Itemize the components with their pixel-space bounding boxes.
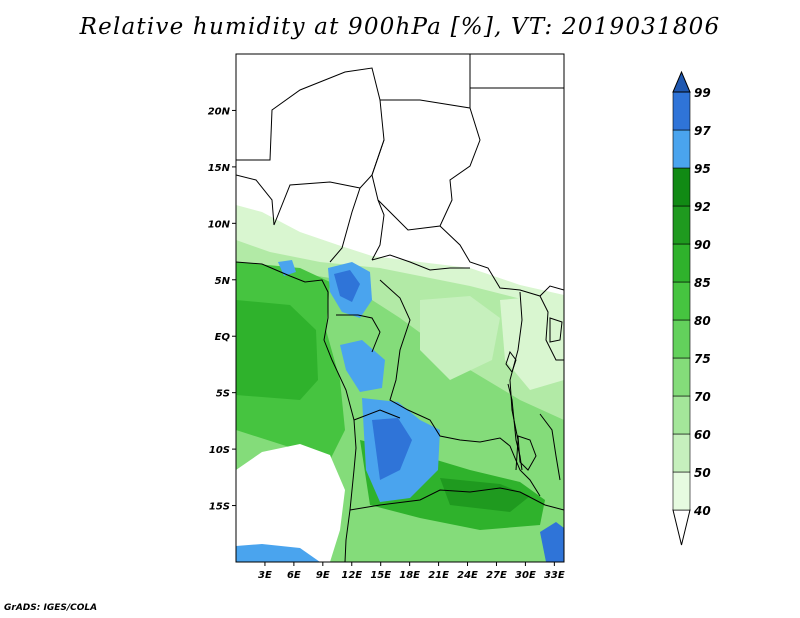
longitude-axis: 3E 6E 9E 12E 15E 18E 21E 24E 27E 30E 33E [258, 562, 565, 581]
chart-title: Relative humidity at 900hPa [%], VT: 201… [79, 14, 721, 40]
lon-tick-label: 9E [316, 570, 330, 581]
lon-tick-label: 15E [370, 570, 391, 581]
colorbar-label: 60 [694, 428, 711, 442]
colorbar-swatch [672, 357, 691, 397]
lat-tick-label: 5S [216, 389, 230, 400]
colorbar-label: 90 [694, 238, 711, 252]
lon-tick-label: 21E [428, 570, 449, 581]
lon-tick-label: 30E [515, 570, 536, 581]
colorbar-label: 95 [694, 162, 711, 176]
lon-tick-label: 3E [258, 570, 272, 581]
colorbar: 99 97 95 92 90 85 80 75 70 60 50 40 [672, 70, 711, 546]
colorbar-label: 50 [694, 466, 711, 480]
lon-tick-label: 33E [544, 570, 565, 581]
lat-tick-label: 10S [209, 445, 230, 456]
colorbar-upper-extension [672, 70, 691, 93]
lat-tick-label: 20N [208, 106, 231, 117]
colorbar-label: 80 [694, 314, 711, 328]
lon-tick-label: 12E [341, 570, 362, 581]
colorbar-label: 40 [693, 504, 711, 518]
colorbar-label: 97 [694, 124, 711, 138]
colorbar-label: 70 [694, 390, 711, 404]
colorbar-label: 99 [694, 86, 711, 100]
colorbar-swatch [672, 205, 691, 245]
lat-tick-label: 15N [208, 163, 231, 174]
lon-tick-label: 27E [486, 570, 507, 581]
colorbar-swatch [672, 243, 691, 283]
colorbar-label: 75 [694, 352, 711, 366]
colorbar-swatch [672, 395, 691, 435]
colorbar-label: 92 [694, 200, 711, 214]
lat-tick-label: 15S [209, 502, 230, 513]
colorbar-swatch [672, 471, 691, 511]
grads-credit: GrADS: IGES/COLA [4, 603, 98, 613]
map-frame [235, 53, 565, 563]
colorbar-label: 85 [694, 276, 711, 290]
latitude-axis: 20N 15N 10N 5N EQ 5S 10S 15S [208, 106, 236, 513]
lat-tick-label: 10N [208, 219, 231, 230]
colorbar-swatch [672, 91, 691, 131]
lat-tick-label: EQ [215, 332, 231, 343]
lon-tick-label: 18E [399, 570, 420, 581]
lon-tick-label: 24E [457, 570, 478, 581]
colorbar-swatch [672, 167, 691, 207]
country-borders [236, 54, 564, 562]
lat-tick-label: 5N [215, 276, 231, 287]
lon-tick-label: 6E [287, 570, 301, 581]
lake-outlines [505, 317, 563, 481]
colorbar-swatch [672, 129, 691, 169]
colorbar-swatch [672, 433, 691, 473]
humidity-shading [236, 54, 564, 562]
colorbar-swatch [672, 281, 691, 321]
colorbar-swatch [672, 319, 691, 359]
colorbar-lower-extension [672, 509, 691, 546]
